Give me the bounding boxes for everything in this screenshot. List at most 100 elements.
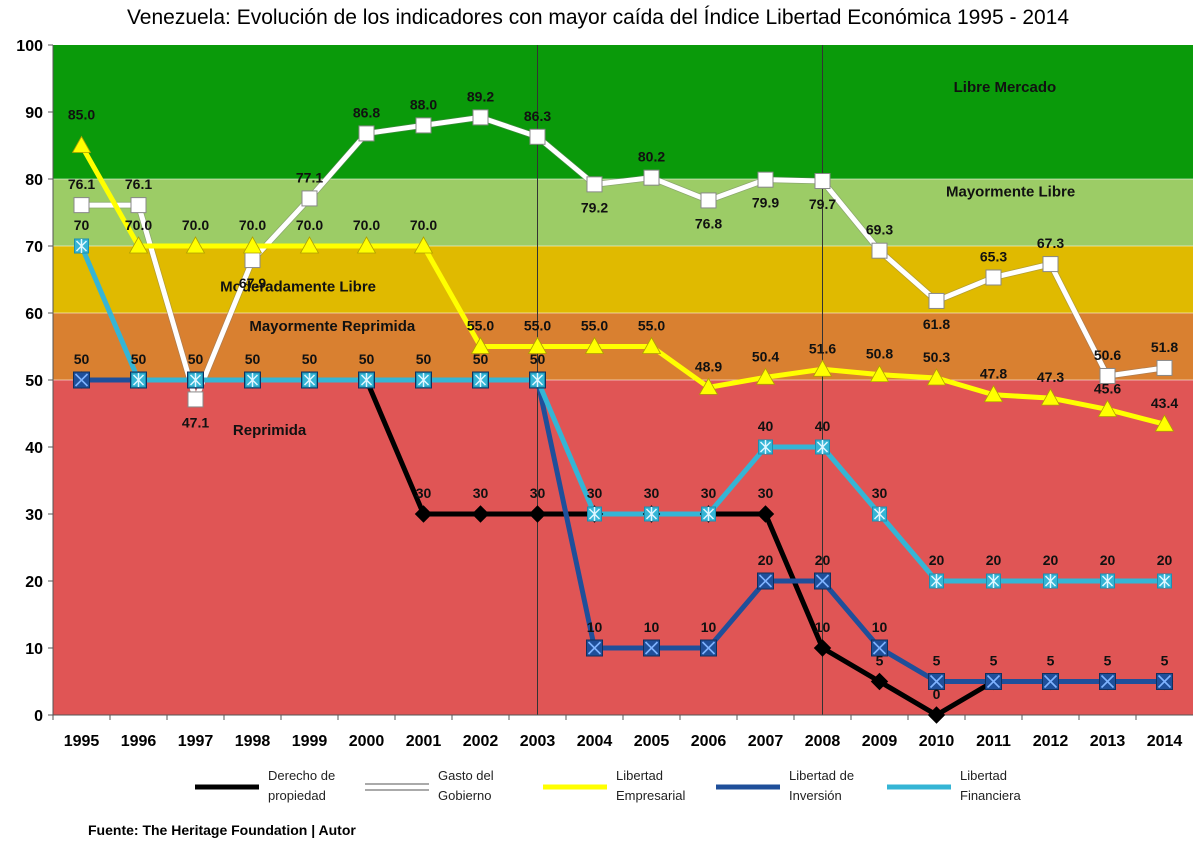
data-label-s2-2010: 50.3 xyxy=(923,349,950,365)
marker-s1-1995 xyxy=(73,197,90,214)
x-tick-label-2014: 2014 xyxy=(1147,733,1183,750)
marker-s4-2009-x xyxy=(873,507,886,521)
marker-s2-2011 xyxy=(983,384,1004,403)
marker-s1-1998 xyxy=(244,252,261,269)
marker-s4-2006-x xyxy=(702,507,715,521)
marker-s0-2007 xyxy=(756,505,775,523)
data-label-s4-2012: 20 xyxy=(1043,552,1059,568)
data-label-s3-2004: 10 xyxy=(587,619,603,635)
data-label-s2-2005: 55.0 xyxy=(638,318,665,334)
data-label-s3-2010: 5 xyxy=(933,653,941,669)
y-tick-label-30: 30 xyxy=(25,507,43,524)
data-label-s2-1996: 70.0 xyxy=(125,217,152,233)
y-tick-label-40: 40 xyxy=(25,440,43,457)
marker-s2-1999 xyxy=(299,236,320,254)
marker-s3-2014-x xyxy=(1157,674,1172,689)
band-label-3: Mayormente Reprimida xyxy=(249,318,416,335)
marker-s1-1996 xyxy=(130,197,147,214)
data-label-s3-1997: 50 xyxy=(188,351,204,367)
data-label-s1-2010: 61.8 xyxy=(923,316,950,332)
data-label-s0-2008: 10 xyxy=(815,619,831,635)
data-label-s2-1999: 70.0 xyxy=(296,217,323,233)
marker-s2-2013 xyxy=(1097,399,1118,417)
data-label-s0-2003: 30 xyxy=(530,485,546,501)
data-label-s3-1998: 50 xyxy=(245,351,261,367)
data-label-s3-2007: 20 xyxy=(758,552,774,568)
data-label-s3-2014: 5 xyxy=(1161,653,1169,669)
marker-s2-1996 xyxy=(128,236,149,254)
marker-s1-1999 xyxy=(301,190,318,207)
y-tick-label-70: 70 xyxy=(25,239,43,256)
legend-label-2-1: Empresarial xyxy=(616,788,685,803)
data-label-s2-2012: 47.3 xyxy=(1037,369,1064,385)
marker-s1-2013 xyxy=(1099,367,1116,384)
series-lines xyxy=(79,114,1166,718)
x-tick-label-2001: 2001 xyxy=(406,733,442,750)
legend-label-0-0: Derecho de xyxy=(268,768,335,783)
data-label-s2-2002: 55.0 xyxy=(467,318,494,334)
legend-label-3-0: Libertad de xyxy=(789,768,854,783)
marker-s4-2008-x xyxy=(816,440,829,454)
series-markers xyxy=(71,109,1175,724)
data-label-s1-1997: 47.1 xyxy=(182,414,209,430)
series-line-1 xyxy=(81,114,1165,402)
legend-label-3-1: Inversión xyxy=(789,788,842,803)
data-label-s3-1996: 50 xyxy=(131,351,147,367)
data-label-s4-2009: 30 xyxy=(872,485,888,501)
data-label-s3-2006: 10 xyxy=(701,619,717,635)
data-label-s1-2005: 80.2 xyxy=(638,149,665,165)
band-label-0: Libre Mercado xyxy=(954,79,1057,96)
series-line-4 xyxy=(79,245,1165,584)
marker-s3-2009-x xyxy=(872,641,887,655)
data-label-s1-1998: 67.9 xyxy=(239,275,266,291)
data-label-s3-2011: 5 xyxy=(990,653,998,669)
legend-label-1-0: Gasto del xyxy=(438,768,494,783)
data-label-s4-2010: 20 xyxy=(929,552,945,568)
x-tick-label-1995: 1995 xyxy=(64,733,100,750)
data-label-s2-2008: 51.6 xyxy=(809,340,836,356)
marker-s2-2004 xyxy=(584,336,605,354)
y-tick-label-0: 0 xyxy=(34,708,43,725)
marker-s2-2009 xyxy=(869,364,890,383)
y-axis: 0 10 20 30 40 50 60 70 80 90 100 xyxy=(16,38,54,725)
marker-s0-2003 xyxy=(528,505,547,523)
marker-s4-2000-x xyxy=(360,373,373,387)
data-label-s1-1995: 76.1 xyxy=(68,176,95,192)
legend-label-0-1: propiedad xyxy=(268,788,326,803)
x-tick-label-2013: 2013 xyxy=(1090,733,1126,750)
marker-s4-2003-x xyxy=(531,373,544,387)
data-label-s1-2012: 67.3 xyxy=(1037,235,1064,251)
marker-s2-2012 xyxy=(1040,388,1061,406)
data-label-s1-2003: 86.3 xyxy=(524,108,551,124)
data-label-s3-2003: 50 xyxy=(530,351,546,367)
band-4 xyxy=(53,380,1193,715)
data-label-s2-2003: 55.0 xyxy=(524,318,551,334)
x-tick-label-2004: 2004 xyxy=(577,733,613,750)
data-label-s3-1999: 50 xyxy=(302,351,318,367)
marker-s1-2003 xyxy=(529,128,546,145)
data-label-s2-1998: 70.0 xyxy=(239,217,266,233)
band-1 xyxy=(53,179,1193,246)
data-label-s0-2007: 30 xyxy=(758,485,774,501)
y-tick-label-60: 60 xyxy=(25,306,43,323)
x-tick-label-2010: 2010 xyxy=(919,733,955,750)
marker-s0-2008 xyxy=(813,639,832,657)
data-label-s2-2014: 43.4 xyxy=(1151,395,1178,411)
x-tick-label-2009: 2009 xyxy=(862,733,898,750)
marker-s3-2006-x xyxy=(701,641,716,655)
data-label-s0-2010: 0 xyxy=(933,686,941,702)
data-label-s1-2014: 51.8 xyxy=(1151,339,1178,355)
marker-s2-2006 xyxy=(698,377,719,395)
x-tick-label-1996: 1996 xyxy=(121,733,157,750)
y-tick-label-80: 80 xyxy=(25,172,43,189)
marker-s2-1997 xyxy=(185,236,206,254)
marker-s1-2000 xyxy=(358,125,375,142)
data-label-s4-2006: 30 xyxy=(701,485,717,501)
data-label-s3-2000: 50 xyxy=(359,351,375,367)
data-label-s2-2009: 50.8 xyxy=(866,346,893,362)
data-label-s1-2007: 79.9 xyxy=(752,195,779,211)
data-label-s1-1996: 76.1 xyxy=(125,176,152,192)
marker-s1-2012 xyxy=(1042,256,1059,273)
